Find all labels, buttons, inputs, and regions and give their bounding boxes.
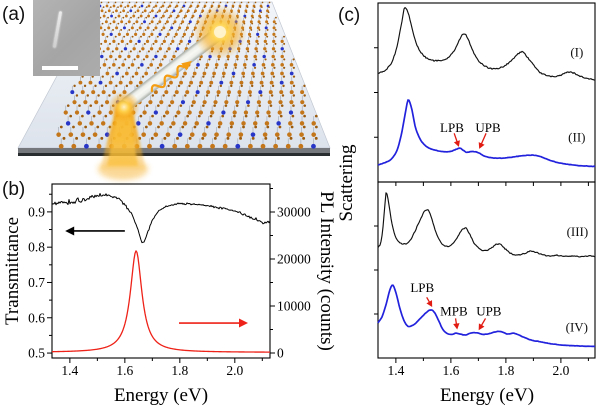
- scattering-axis-title: Scattering: [336, 144, 357, 222]
- panel-c-label: (c): [338, 5, 361, 26]
- chart-panel-c-bottom: 1.4 1.6 1.8 2.0 (III) (IV) LPB MPB UPB: [374, 181, 596, 378]
- plot-frame: [377, 2, 596, 183]
- y-right-tick-label: 30000: [277, 205, 311, 220]
- series-III: [377, 192, 596, 258]
- sem-inset-image: [33, 0, 100, 76]
- x-tick-label: 2.0: [226, 363, 243, 378]
- scale-bar: [42, 66, 78, 70]
- y-right-tick-label: 0: [277, 345, 284, 360]
- panel-b-label: (b): [2, 179, 26, 200]
- x-tick-label: 1.6: [442, 363, 459, 378]
- x-tick-label: 1.4: [387, 363, 404, 378]
- series-I: [377, 7, 596, 81]
- chart-panel-b: 1.4 1.6 1.8 2.0 0.5 0.6 0.7 0.8 0.9 0 10000 20000 30…: [28, 183, 311, 378]
- y-left-tick-label: 0.6: [28, 310, 45, 325]
- series-IV: [377, 284, 596, 348]
- mode-label: LPB: [410, 280, 434, 295]
- series-transmittance: [51, 192, 271, 244]
- nanowire-sem-image: [52, 11, 63, 48]
- y-left-tick-label: 0.9: [28, 204, 45, 219]
- x-tick-label: 2.0: [552, 363, 569, 378]
- chart-panel-c-top: (I) (II) LPB UPB: [374, 2, 596, 186]
- series-II: [377, 99, 596, 168]
- panel-a-label: (a): [2, 4, 26, 25]
- curve-label: (II): [568, 130, 585, 145]
- pl-intensity-axis-title: PL Intensity (counts): [316, 191, 337, 351]
- excitation-glow: [108, 91, 140, 123]
- energy-axis-title-b: Energy (eV): [113, 385, 209, 406]
- energy-axis-title-c: Energy (eV): [439, 385, 535, 406]
- mode-label: UPB: [475, 120, 501, 135]
- y-left-tick-label: 0.7: [28, 275, 45, 290]
- plot-frame: [377, 181, 596, 359]
- mode-label: UPB: [476, 304, 502, 319]
- excitation-beam: [98, 91, 148, 180]
- x-tick-label: 1.6: [116, 363, 133, 378]
- emission-glow: [193, 5, 247, 59]
- series-pl-intensity: [51, 250, 270, 353]
- mode-label: LPB: [440, 120, 464, 135]
- photon-wave-arrow: [150, 60, 192, 93]
- curve-label: (I): [570, 45, 583, 60]
- x-tick-label: 1.4: [61, 363, 78, 378]
- x-tick-label: 1.8: [171, 363, 188, 378]
- x-tick-label: 1.8: [497, 363, 514, 378]
- y-left-tick-label: 0.8: [28, 240, 45, 255]
- transmittance-axis-title: Transmittance: [2, 216, 23, 326]
- y-right-tick-label: 20000: [277, 252, 311, 267]
- y-left-tick-label: 0.5: [28, 346, 45, 361]
- y-right-tick-label: 10000: [277, 299, 311, 314]
- callout-arrow: [480, 133, 487, 146]
- curve-label: (III): [567, 224, 589, 239]
- mode-label: MPB: [440, 304, 468, 319]
- curve-label: (IV): [566, 320, 588, 335]
- plot-frame: [51, 183, 271, 359]
